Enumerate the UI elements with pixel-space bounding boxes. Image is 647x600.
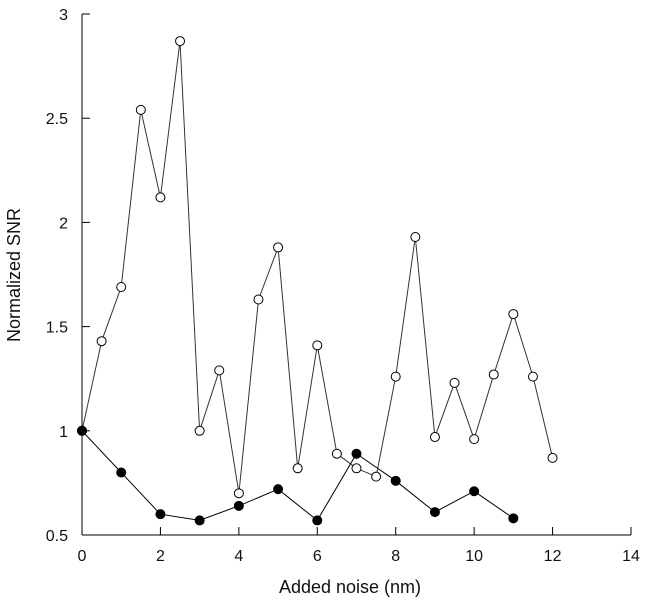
y-tick-label: 1 xyxy=(59,424,68,441)
x-tick-label: 14 xyxy=(622,548,640,565)
x-tick-label: 8 xyxy=(391,548,400,565)
data-point xyxy=(96,336,107,347)
data-point xyxy=(390,371,401,382)
y-axis-title: Normalized SNR xyxy=(4,208,24,342)
series-1 xyxy=(77,36,558,499)
x-tick-label: 12 xyxy=(544,548,562,565)
data-point xyxy=(331,448,342,459)
series-line xyxy=(81,41,554,494)
data-point xyxy=(214,365,225,376)
data-point xyxy=(527,371,538,382)
x-axis-title: Added noise (nm) xyxy=(279,577,421,597)
data-point xyxy=(273,242,284,253)
data-point xyxy=(312,515,323,526)
data-point xyxy=(233,500,244,511)
data-point xyxy=(135,104,146,115)
data-point xyxy=(351,448,362,459)
y-ticks: 0.5 1 1.5 2 2.5 3 xyxy=(46,7,90,545)
data-point xyxy=(410,231,421,242)
y-tick-label: 2 xyxy=(59,215,68,232)
data-point xyxy=(488,369,499,380)
x-tick-label: 4 xyxy=(234,548,243,565)
y-tick-label: 2.5 xyxy=(46,111,68,128)
data-point xyxy=(253,294,264,305)
data-point xyxy=(390,475,401,486)
data-point xyxy=(116,282,127,293)
data-point xyxy=(273,484,284,495)
data-point xyxy=(175,36,186,47)
data-point xyxy=(155,509,166,520)
series-layer xyxy=(77,36,558,526)
data-point xyxy=(547,452,558,463)
y-tick-label: 0.5 xyxy=(46,528,68,545)
data-point xyxy=(449,377,460,388)
data-point xyxy=(469,486,480,497)
data-point xyxy=(155,192,166,203)
data-point xyxy=(194,425,205,436)
y-tick-label: 3 xyxy=(59,7,68,24)
data-point xyxy=(77,425,87,436)
data-point xyxy=(351,463,362,474)
data-point xyxy=(469,434,480,445)
data-point xyxy=(429,507,440,518)
x-tick-label: 6 xyxy=(313,548,322,565)
series-2 xyxy=(77,425,519,526)
data-point xyxy=(371,471,382,482)
data-point xyxy=(292,463,303,474)
series-line xyxy=(81,430,514,522)
data-point xyxy=(116,467,127,478)
data-point xyxy=(508,513,519,524)
data-point xyxy=(233,488,244,499)
data-point xyxy=(312,340,323,351)
x-tick-label: 0 xyxy=(78,548,87,565)
axes xyxy=(81,14,631,536)
data-point xyxy=(508,309,519,320)
data-point xyxy=(429,432,440,443)
x-ticks: 0 2 4 6 8 10 12 14 xyxy=(78,527,640,565)
data-point xyxy=(194,515,205,526)
y-tick-label: 1.5 xyxy=(46,320,68,337)
x-tick-label: 2 xyxy=(156,548,165,565)
x-tick-label: 10 xyxy=(465,548,483,565)
